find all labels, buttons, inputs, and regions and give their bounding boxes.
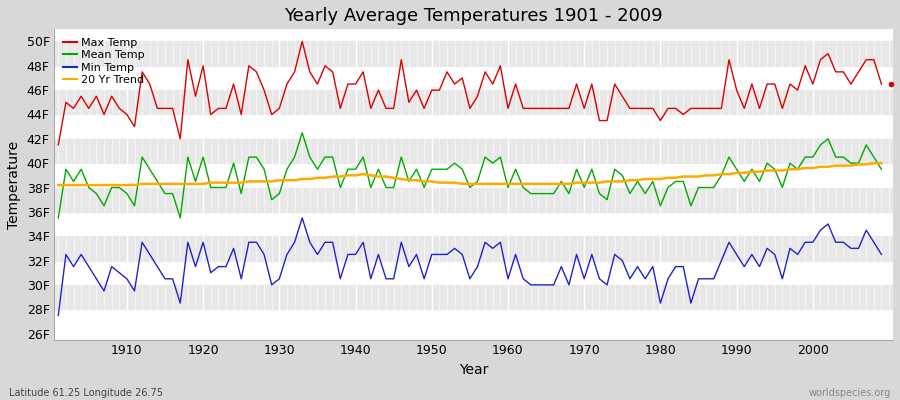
Bar (55, 188, 893, 212)
Bar (55, 285, 893, 309)
Bar (55, 90, 893, 114)
Text: worldspecies.org: worldspecies.org (809, 388, 891, 398)
Y-axis label: Temperature: Temperature (7, 140, 21, 228)
Bar (55, 42, 893, 66)
Bar (55, 139, 893, 163)
Legend: Max Temp, Mean Temp, Min Temp, 20 Yr Trend: Max Temp, Mean Temp, Min Temp, 20 Yr Tre… (60, 35, 148, 88)
Bar (55, 236, 893, 260)
Title: Yearly Average Temperatures 1901 - 2009: Yearly Average Temperatures 1901 - 2009 (284, 7, 663, 25)
X-axis label: Year: Year (459, 363, 489, 377)
Text: Latitude 61.25 Longitude 26.75: Latitude 61.25 Longitude 26.75 (9, 388, 163, 398)
